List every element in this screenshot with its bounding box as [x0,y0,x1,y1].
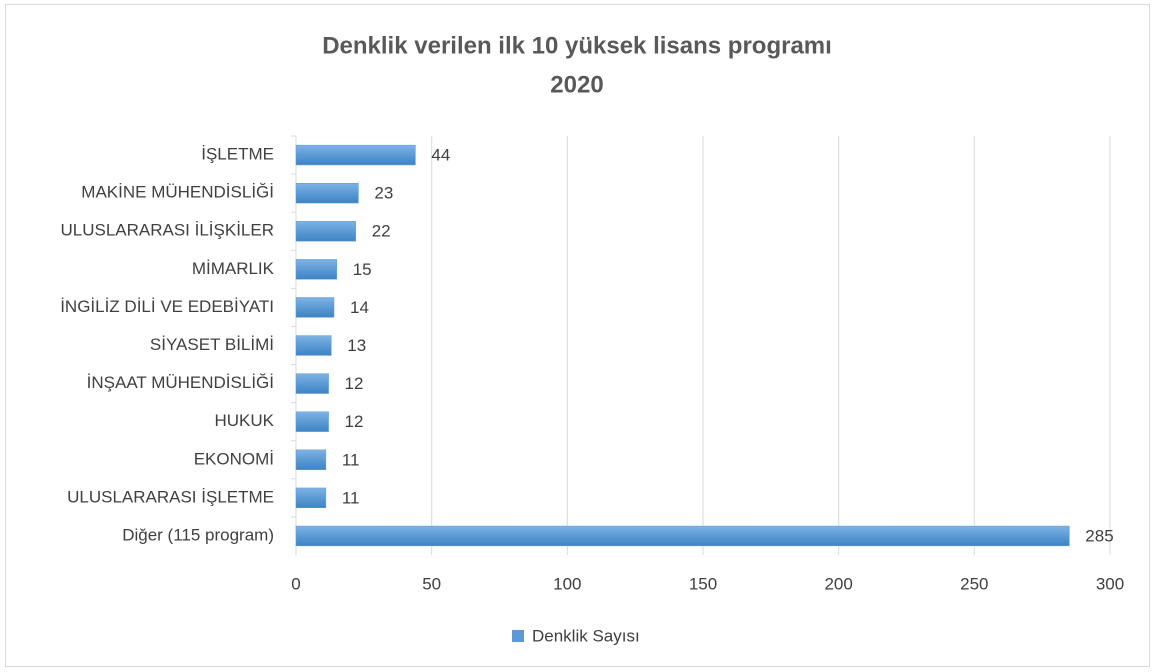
x-tick-label: 0 [291,574,300,593]
data-label: 15 [353,260,372,279]
y-tick-label: HUKUK [214,411,274,430]
y-tick-label: EKONOMİ [194,449,274,468]
x-tick-label: 50 [422,574,441,593]
bar [295,335,332,356]
y-tick-label: İNŞAAT MÜHENDİSLİĞİ [87,373,274,392]
legend-swatch [512,630,524,642]
bar [295,259,337,280]
bar [295,373,329,394]
y-tick-label: İNGİLİZ DİLİ VE EDEBİYATI [60,297,274,316]
data-label: 23 [374,184,393,203]
y-tick-label: ULUSLARARASI İLİŞKİLER [60,221,274,240]
y-tick-label: SİYASET BİLİMİ [150,335,274,354]
legend-label: Denklik Sayısı [532,626,640,645]
y-tick-label: MİMARLIK [192,259,275,278]
data-label: 14 [350,298,369,317]
bar [295,221,356,242]
data-label: 11 [342,488,360,507]
data-label: 13 [347,336,366,355]
y-tick-label: İŞLETME [201,145,274,164]
x-tick-label: 250 [960,574,988,593]
x-tick-label: 200 [824,574,852,593]
data-label: 22 [372,222,391,241]
chart-title: 2020 [550,71,603,98]
data-label: 12 [345,412,364,431]
chart-border [5,4,1150,667]
y-tick-label: MAKİNE MÜHENDİSLİĞİ [81,183,274,202]
bar [295,487,327,509]
y-tick-label: ULUSLARARASI İŞLETME [67,487,274,506]
x-tick-label: 100 [553,574,581,593]
bar [295,182,359,204]
x-tick-label: 300 [1096,574,1124,593]
data-label: 285 [1085,526,1113,545]
bar [295,449,327,470]
data-label: 44 [431,146,450,165]
x-tick-label: 150 [689,574,717,593]
chart-title: Denklik verilen ilk 10 yüksek lisans pro… [322,32,832,59]
data-label: 12 [345,374,364,393]
data-label: 11 [342,450,360,469]
bar [295,144,416,166]
bar [295,525,1070,547]
y-tick-label: Diğer (115 program) [122,525,274,544]
bar [295,411,329,432]
bar [295,297,335,318]
